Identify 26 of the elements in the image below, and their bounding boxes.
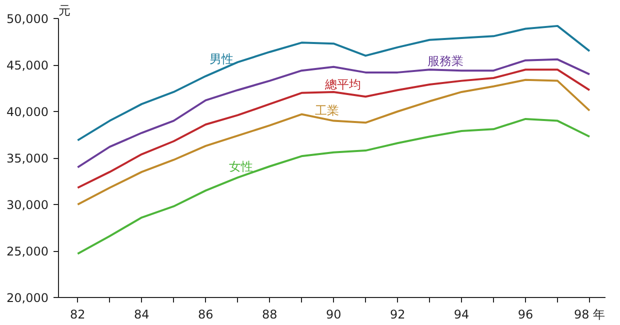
series-label: 男性	[210, 52, 234, 66]
line-series	[76, 68, 591, 189]
y-tick-label: 35,000	[6, 152, 49, 166]
x-tick-label: 84	[134, 308, 150, 322]
x-tick-label: 88	[262, 308, 278, 322]
x-tick-label: 82	[70, 308, 86, 322]
x-tick-label: 98 年	[574, 308, 606, 322]
y-tick-label: 40,000	[6, 105, 49, 119]
x-tick-label: 94	[454, 308, 470, 322]
y-tick-label: 20,000	[6, 291, 49, 305]
series-label: 總平均	[324, 77, 362, 92]
line-series	[76, 118, 591, 255]
x-tick-label: 86	[198, 308, 214, 322]
y-axis-title: 元	[58, 4, 70, 18]
y-tick-label: 45,000	[6, 58, 49, 72]
y-tick-label: 25,000	[6, 244, 49, 258]
y-tick-label: 50,000	[6, 12, 49, 26]
y-tick-label: 30,000	[6, 198, 49, 212]
series-label: 工業	[315, 104, 340, 118]
x-tick-label: 96	[518, 308, 534, 322]
x-tick-label: 90	[326, 308, 342, 322]
series-label: 服務業	[428, 54, 464, 68]
line-series	[76, 24, 591, 142]
series-label: 女性	[228, 159, 253, 174]
x-tick-label: 92	[390, 308, 406, 322]
line-series	[76, 78, 591, 206]
